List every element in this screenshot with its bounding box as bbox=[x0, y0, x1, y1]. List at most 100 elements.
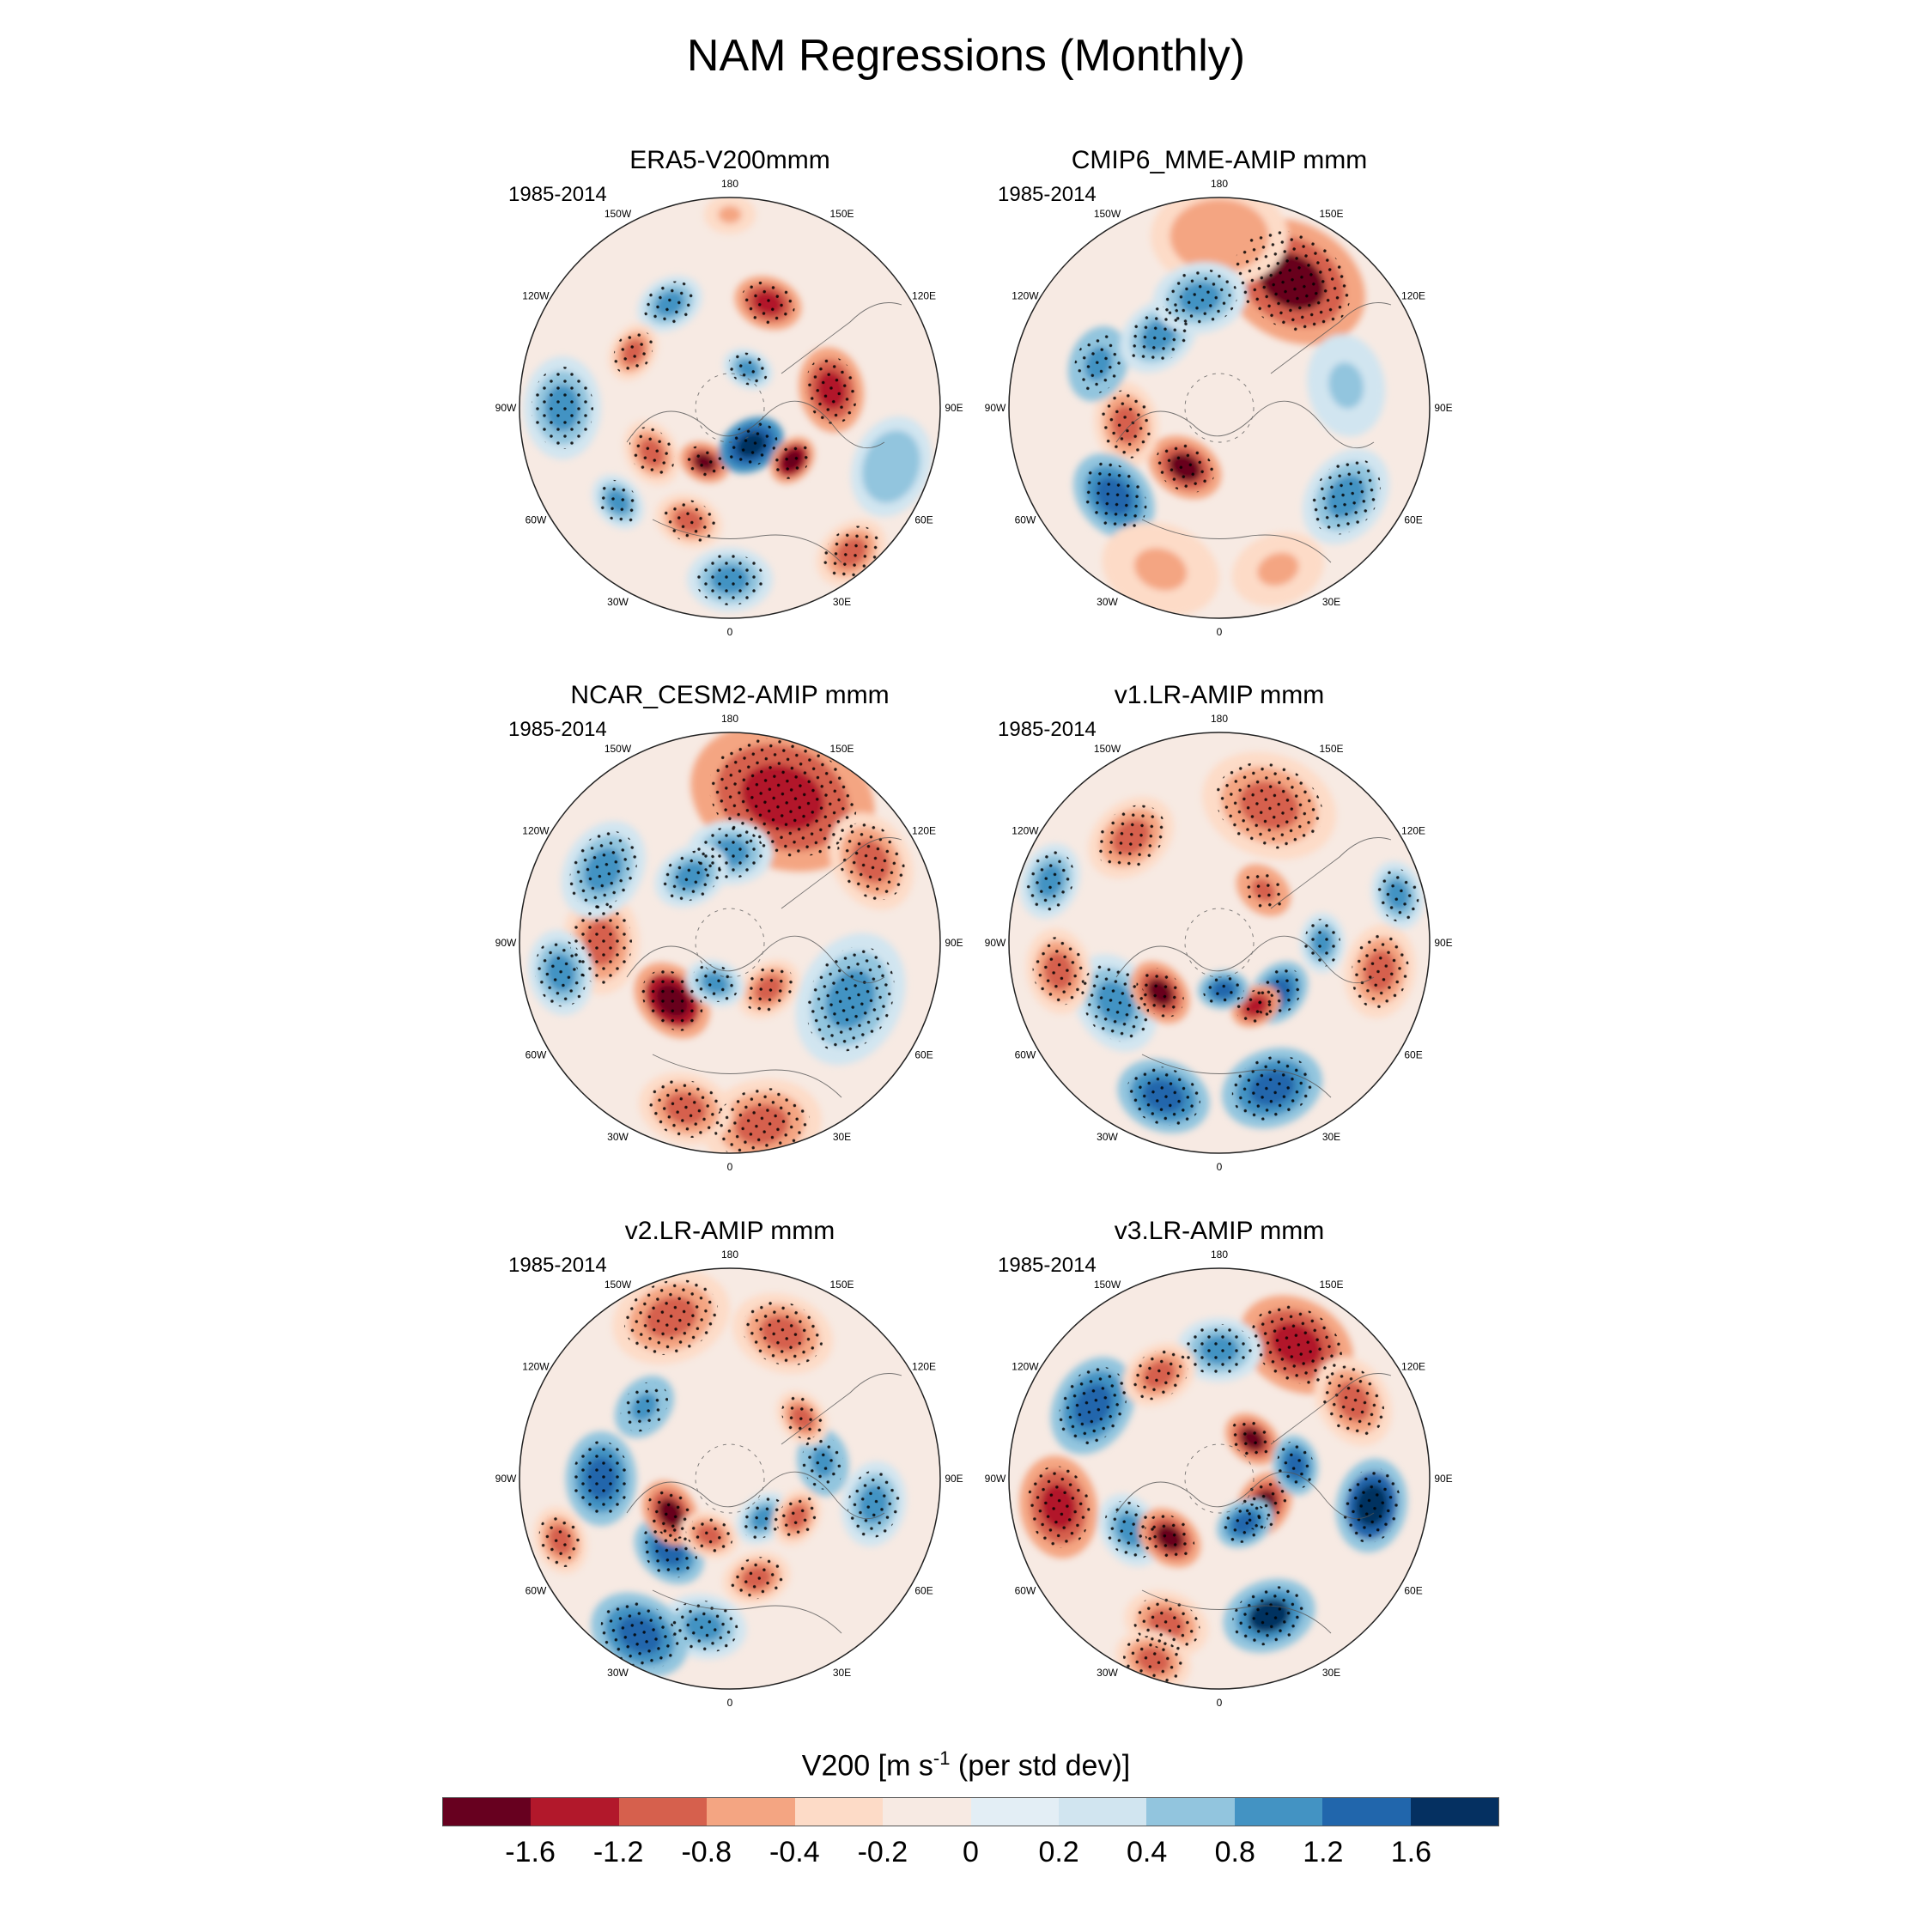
polar-map: 180 150E 120E 90E 60E 30E 0 30W 60W 90W 120W 150W bbox=[495, 1249, 963, 1709]
panel-title: v2.LR-AMIP mmm bbox=[624, 1217, 835, 1245]
longitude-label: 120E bbox=[912, 290, 936, 302]
colorbar-tick-label: -0.4 bbox=[769, 1836, 820, 1868]
longitude-label: 150W bbox=[1094, 208, 1121, 220]
polar-map: 180 150E 120E 90E 60E 30E 0 30W 60W 90W 120W 150W bbox=[495, 178, 963, 638]
longitude-label: 150E bbox=[1319, 1279, 1343, 1291]
longitude-label: 60W bbox=[1015, 1585, 1036, 1597]
longitude-label: 90W bbox=[985, 1473, 1006, 1485]
figure-title: NAM Regressions (Monthly) bbox=[686, 31, 1246, 81]
longitude-label: 120E bbox=[1401, 1361, 1425, 1373]
longitude-label: 90E bbox=[1434, 937, 1452, 949]
longitude-label: 150E bbox=[829, 208, 854, 220]
map-border bbox=[1008, 1267, 1431, 1690]
panel-cmip6-mme: CMIP6_MME-AMIP mmm 1985-2014 180 150E 120E… bbox=[979, 146, 1460, 638]
colorbar-swatch bbox=[1146, 1798, 1235, 1826]
panel-title: v1.LR-AMIP mmm bbox=[1114, 681, 1325, 709]
longitude-label: 150W bbox=[1094, 743, 1121, 755]
colorbar-swatch bbox=[883, 1798, 971, 1826]
anomaly-blob bbox=[1102, 522, 1219, 617]
map-border bbox=[519, 732, 941, 1154]
longitude-label: 150E bbox=[1319, 743, 1343, 755]
longitude-label: 150W bbox=[605, 743, 632, 755]
longitude-label: 60E bbox=[1404, 514, 1422, 526]
colorbar-swatch bbox=[1410, 1798, 1499, 1826]
longitude-label: 30W bbox=[607, 596, 629, 608]
longitude-label: 180 bbox=[1211, 1249, 1228, 1261]
colorbar-tick-label: 0.8 bbox=[1214, 1836, 1255, 1868]
longitude-label: 180 bbox=[721, 178, 738, 190]
longitude-label: 90W bbox=[985, 937, 1006, 949]
longitude-label: 60E bbox=[914, 1049, 933, 1061]
colorbar-tick-label: 0.4 bbox=[1127, 1836, 1168, 1868]
colorbar-tick-label: -0.2 bbox=[857, 1836, 908, 1868]
colorbar-swatch bbox=[707, 1798, 795, 1826]
colorbar-title: V200 [m s-1 (per std dev)] bbox=[0, 1747, 1932, 1783]
longitude-label: 90E bbox=[945, 1473, 963, 1485]
longitude-label: 120E bbox=[1401, 825, 1425, 837]
anomaly-blob bbox=[850, 416, 932, 517]
stippling bbox=[1073, 230, 1381, 535]
coastlines bbox=[1115, 837, 1392, 1098]
colorbar-title-post: (per std dev)] bbox=[950, 1749, 1131, 1783]
panel-title: ERA5-V200mmm bbox=[629, 146, 830, 174]
colorbar-tick-label: 0.2 bbox=[1038, 1836, 1079, 1868]
longitude-label: 180 bbox=[1211, 178, 1228, 190]
longitude-label: 150E bbox=[1319, 208, 1343, 220]
colorbar-tick-label: -0.8 bbox=[681, 1836, 732, 1868]
colorbar-swatch bbox=[970, 1798, 1059, 1826]
longitude-label: 90E bbox=[1434, 1473, 1452, 1485]
stippling bbox=[1025, 762, 1419, 1127]
longitude-label: 90W bbox=[495, 1473, 517, 1485]
panel-v1-lr: v1.LR-AMIP mmm 1985-2014 180 150E 120E 90E 6… bbox=[979, 681, 1460, 1173]
map-border bbox=[1008, 197, 1431, 619]
longitude-label: 0 bbox=[1217, 1161, 1223, 1173]
longitude-label: 30E bbox=[833, 596, 851, 608]
polar-map: 180 150E 120E 90E 60E 30E 0 30W 60W 90W 120W 150W bbox=[985, 1249, 1453, 1709]
longitude-label: 120W bbox=[522, 290, 550, 302]
colorbar-swatch bbox=[443, 1798, 532, 1826]
longitude-label: 30E bbox=[833, 1667, 851, 1679]
longitude-label: 150W bbox=[605, 208, 632, 220]
anomaly-blob bbox=[1231, 532, 1324, 607]
colorbar-swatch bbox=[618, 1798, 708, 1826]
longitude-label: 120W bbox=[522, 825, 550, 837]
polar-map: 180 150E 120E 90E 60E 30E 0 30W 60W 90W 120W 150W bbox=[495, 713, 963, 1173]
colorbar bbox=[442, 1797, 1499, 1826]
map-background bbox=[519, 1268, 940, 1689]
longitude-label: 180 bbox=[721, 713, 738, 725]
panel-v2-lr: v2.LR-AMIP mmm 1985-2014 180 150E 120E 90E 6… bbox=[489, 1217, 970, 1709]
longitude-label: 60E bbox=[914, 514, 933, 526]
stippling bbox=[532, 281, 879, 605]
colorbar-title-pre: V200 [m s bbox=[801, 1749, 933, 1783]
anomaly-blob bbox=[704, 197, 756, 234]
anomaly-blob bbox=[1307, 334, 1386, 437]
longitude-label: 120W bbox=[522, 1361, 550, 1373]
longitude-label: 90E bbox=[945, 402, 963, 414]
colorbar-swatch bbox=[1322, 1798, 1411, 1826]
panel-period: 1985-2014 bbox=[998, 183, 1097, 206]
longitude-label: 120W bbox=[1012, 290, 1039, 302]
longitude-label: 0 bbox=[727, 1161, 733, 1173]
panel-title: NCAR_CESM2-AMIP mmm bbox=[570, 681, 890, 709]
longitude-label: 120E bbox=[912, 1361, 936, 1373]
longitude-label: 90E bbox=[1434, 402, 1452, 414]
longitude-label: 60E bbox=[1404, 1049, 1422, 1061]
longitude-label: 60W bbox=[526, 1049, 547, 1061]
colorbar-tick-label: 1.6 bbox=[1390, 1836, 1432, 1868]
longitude-label: 30E bbox=[1322, 596, 1340, 608]
longitude-label: 30E bbox=[1322, 1667, 1340, 1679]
map-border bbox=[519, 197, 941, 619]
colorbar-tick-label: 1.2 bbox=[1303, 1836, 1344, 1868]
longitude-label: 150W bbox=[1094, 1279, 1121, 1291]
stippling bbox=[534, 738, 905, 1153]
longitude-label: 120E bbox=[912, 825, 936, 837]
longitude-label: 120E bbox=[1401, 290, 1425, 302]
longitude-label: 90E bbox=[945, 937, 963, 949]
longitude-label: 60W bbox=[526, 514, 547, 526]
panel-period: 1985-2014 bbox=[508, 718, 607, 741]
longitude-label: 0 bbox=[1217, 626, 1223, 638]
panel-ncar-cesm2: NCAR_CESM2-AMIP mmm 1985-2014 180 150E 120… bbox=[489, 681, 970, 1173]
coastlines bbox=[1115, 1373, 1392, 1634]
polar-map: 180 150E 120E 90E 60E 30E 0 30W 60W 90W 120W 150W bbox=[985, 713, 1453, 1173]
colorbar-swatch bbox=[1058, 1798, 1147, 1826]
